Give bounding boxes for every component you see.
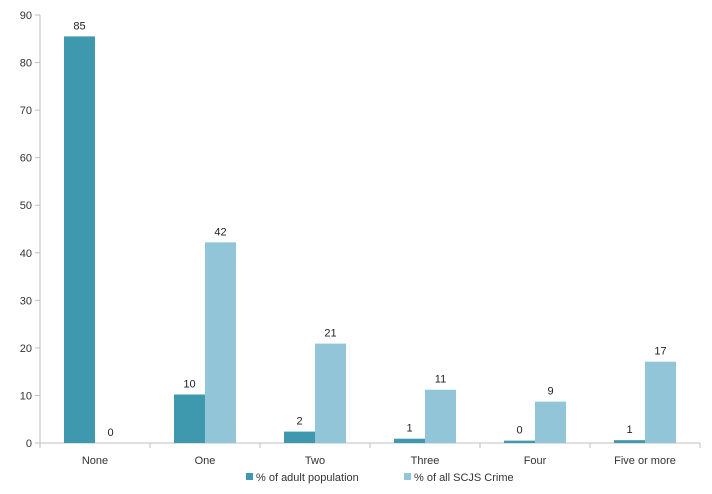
y-tick-label: 50 xyxy=(20,200,32,212)
y-tick-label: 80 xyxy=(20,58,32,70)
y-tick-label: 60 xyxy=(20,153,32,165)
data-label: 9 xyxy=(547,386,553,398)
y-axis: 0 10 20 30 40 50 60 70 80 90 xyxy=(20,10,41,450)
y-tick-label: 20 xyxy=(20,343,32,355)
data-label: 0 xyxy=(516,425,522,437)
legend-label: % of all SCJS Crime xyxy=(414,472,514,484)
x-tick-label: Five or more xyxy=(614,455,676,467)
data-label: 17 xyxy=(654,346,666,358)
y-tick-label: 0 xyxy=(26,438,32,450)
bar-adult-population xyxy=(284,431,315,443)
data-label: 1 xyxy=(626,424,632,436)
legend-swatch xyxy=(404,473,411,480)
legend-swatch xyxy=(246,473,253,480)
x-tick-label: One xyxy=(195,455,216,467)
x-axis: None One Two Three Four Five or more xyxy=(39,442,701,467)
x-tick-label: Three xyxy=(411,455,440,467)
x-tick-label: Two xyxy=(305,455,325,467)
legend-label: % of adult population xyxy=(256,472,359,484)
bar-adult-population xyxy=(64,36,95,444)
bar-scjs-crime xyxy=(535,401,566,443)
data-label: 10 xyxy=(183,378,195,390)
y-tick-label: 10 xyxy=(20,390,32,402)
bar-scjs-crime xyxy=(425,389,456,443)
data-label: 2 xyxy=(296,416,302,428)
data-label: 21 xyxy=(324,328,336,340)
y-tick-label: 30 xyxy=(20,295,32,307)
bar-adult-population xyxy=(174,394,205,443)
bar-scjs-crime xyxy=(205,242,236,443)
data-label: 11 xyxy=(435,374,446,386)
x-tick-label: None xyxy=(82,455,108,467)
data-label: 0 xyxy=(107,427,113,439)
y-tick-label: 90 xyxy=(20,10,32,22)
bar-scjs-crime xyxy=(315,343,346,443)
bar-scjs-crime xyxy=(645,361,676,443)
bar-adult-population xyxy=(504,440,535,443)
data-label: 85 xyxy=(73,20,85,32)
y-tick-label: 70 xyxy=(20,105,32,117)
bar-adult-population xyxy=(394,438,425,443)
y-tick-label: 40 xyxy=(20,248,32,260)
legend: % of adult population % of all SCJS Crime xyxy=(246,472,514,484)
x-tick-label: Four xyxy=(524,455,547,467)
data-label: 1 xyxy=(406,423,412,435)
bar-adult-population xyxy=(614,440,645,443)
data-label: 42 xyxy=(214,226,226,238)
bars xyxy=(64,36,676,444)
